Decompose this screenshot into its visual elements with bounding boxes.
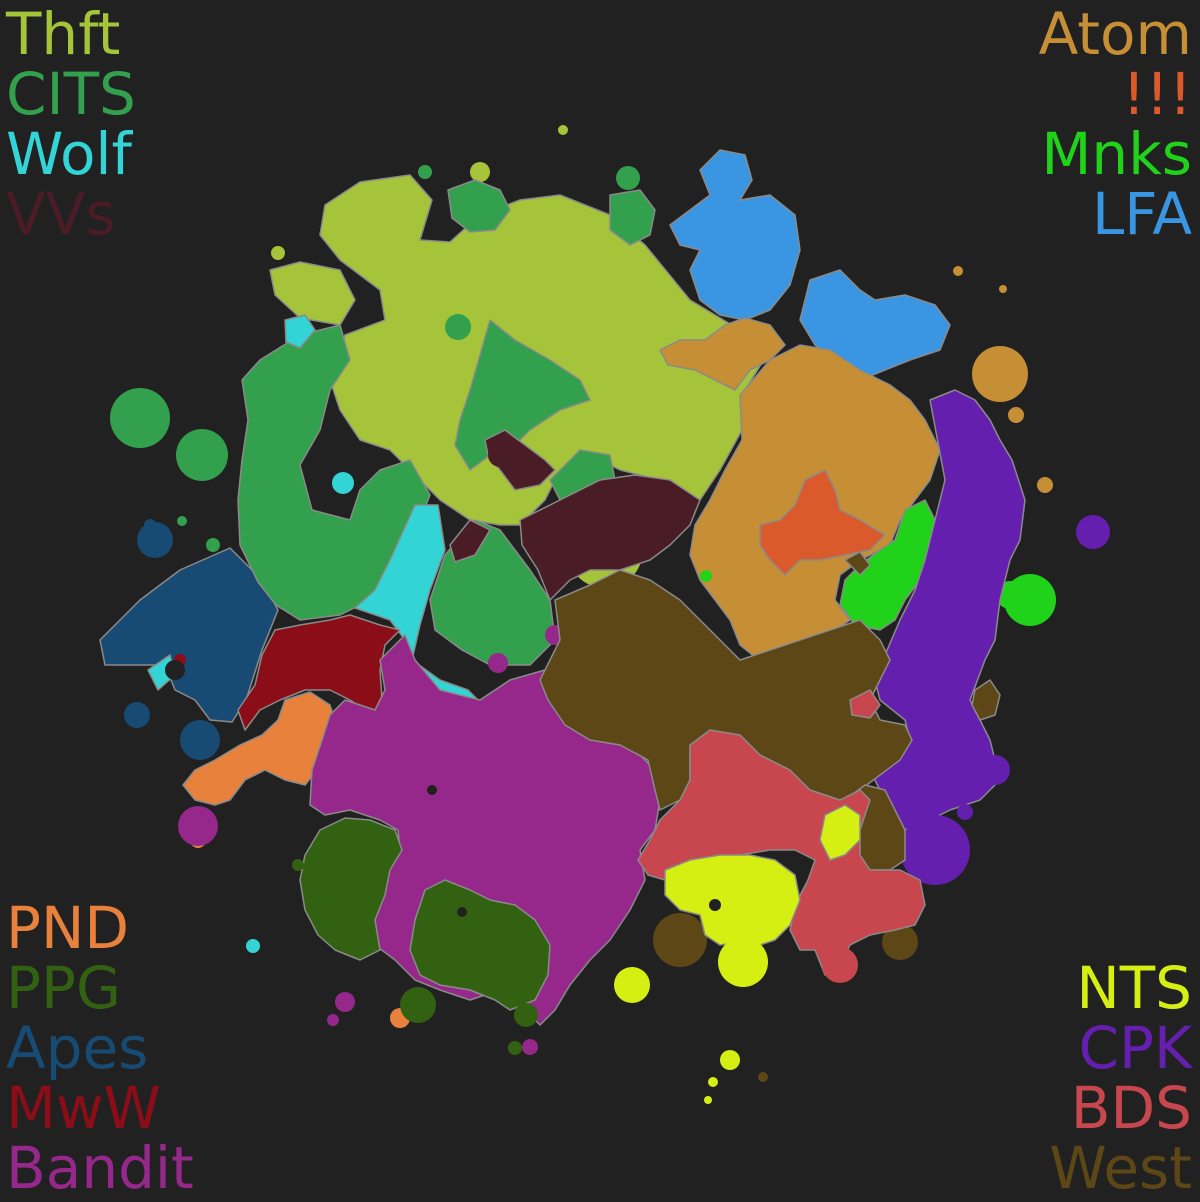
territory-ppg [292,817,551,1055]
legend-label-ppg: PPG [6,954,121,1022]
map-gaps [165,660,721,942]
legend-label-nts: NTS [1076,954,1192,1022]
legend-label-cpk: CPK [1078,1014,1192,1082]
legend-label-thft: Thft [6,0,121,68]
territory-apes [99,519,279,760]
territory-bds [637,689,926,983]
legend-label-wolf: Wolf [6,120,132,188]
legend-label-pnd: PND [6,894,130,962]
legend-label-apes: Apes [6,1014,149,1082]
legend-label-west: West [1049,1134,1192,1202]
legend-label-atom: Atom [1038,0,1192,68]
legend-label-bandit: Bandit [6,1134,194,1202]
legend-label-exclaim: !!! [1122,60,1192,128]
legend-label-cits: CITS [6,60,136,128]
legend-bottom-left: PND PPG Apes MwW Bandit [6,898,194,1198]
legend-label-mnks: Mnks [1041,120,1192,188]
territory-nts [614,804,861,1104]
territory-cpk [869,389,1110,885]
legend-label-vvs: VVs [6,180,116,248]
legend-top-left: Thft CITS Wolf VVs [6,4,136,244]
legend-label-bds: BDS [1070,1074,1192,1142]
legend-top-right: Atom !!! Mnks LFA [1039,4,1192,244]
legend-label-lfa: LFA [1091,180,1192,248]
legend-label-mww: MwW [6,1074,161,1142]
territory-exclaim [759,469,886,576]
legend-bottom-right: NTS CPK BDS West [1049,958,1192,1198]
territory-lfa [669,149,951,381]
territory-vvs [449,429,701,601]
